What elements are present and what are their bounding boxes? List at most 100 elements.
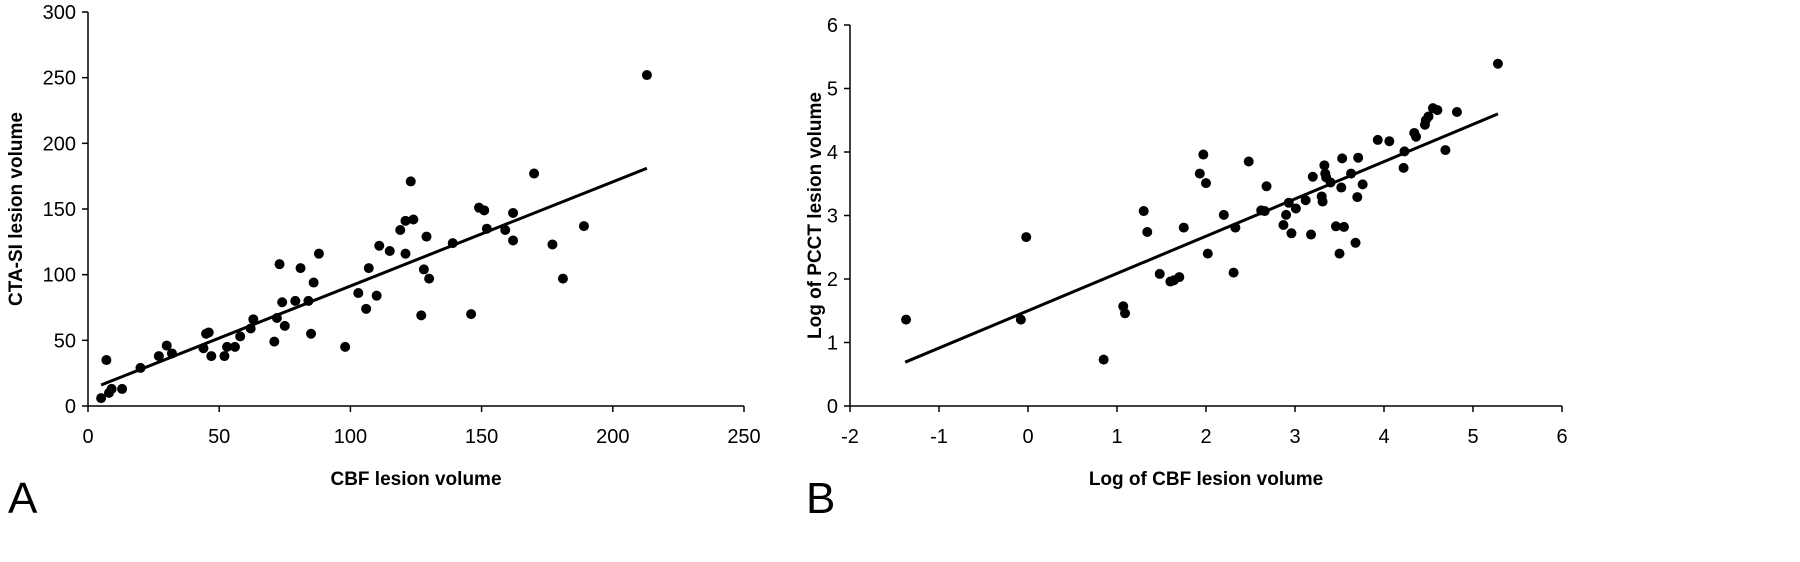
- data-point: [1174, 272, 1185, 283]
- data-point: [1281, 209, 1292, 220]
- data-point: [269, 336, 280, 347]
- data-point: [1286, 228, 1297, 239]
- data-point: [547, 239, 558, 250]
- panel-label: A: [8, 474, 38, 523]
- data-point: [1300, 195, 1311, 206]
- data-point: [479, 205, 490, 216]
- y-axis-title: CTA-SI lesion volume: [6, 112, 27, 306]
- data-point: [529, 168, 540, 179]
- data-point: [1338, 221, 1349, 232]
- x-axis-title: CBF lesion volume: [330, 469, 501, 490]
- data-point: [203, 327, 214, 338]
- data-point: [1346, 168, 1357, 179]
- x-tick-label: 4: [1378, 426, 1389, 448]
- data-point: [424, 273, 435, 284]
- y-tick-label: 5: [827, 79, 838, 101]
- data-point: [400, 215, 411, 226]
- data-point: [363, 263, 374, 274]
- data-point: [135, 362, 146, 373]
- data-point: [235, 331, 246, 342]
- data-point: [274, 259, 285, 270]
- data-point: [161, 340, 172, 351]
- data-point: [1357, 179, 1368, 190]
- data-point: [313, 248, 324, 259]
- data-point: [1015, 314, 1026, 325]
- data-point: [1319, 160, 1330, 171]
- x-axis-title: Log of CBF lesion volume: [1089, 469, 1323, 490]
- data-point: [1336, 182, 1347, 193]
- data-point: [1353, 152, 1364, 163]
- y-tick-label: 1: [827, 333, 838, 355]
- data-point: [295, 263, 306, 274]
- data-point: [303, 295, 314, 306]
- data-point: [106, 383, 117, 394]
- data-point: [340, 341, 351, 352]
- data-point: [1201, 178, 1211, 189]
- data-point: [1178, 222, 1189, 233]
- data-point: [1142, 227, 1153, 238]
- data-point: [508, 235, 519, 246]
- data-point: [1261, 181, 1272, 192]
- data-point: [153, 351, 164, 362]
- y-tick-label: 0: [65, 396, 76, 418]
- data-point: [447, 238, 458, 249]
- data-point: [416, 310, 427, 321]
- data-point: [481, 223, 492, 234]
- data-point: [371, 290, 382, 301]
- data-point: [1198, 149, 1209, 160]
- x-tick-label: 5: [1467, 426, 1478, 448]
- data-point: [1138, 206, 1149, 217]
- panel-a-scatter-plot: 0 50 100 150 200 250 300 0 50 100 150 200 250 CBF les…: [6, 2, 761, 523]
- y-tick-label: 3: [827, 206, 838, 228]
- data-point: [306, 328, 317, 339]
- x-tick-label: -1: [930, 426, 948, 448]
- data-point: [1350, 237, 1361, 248]
- x-tick-label: 250: [727, 426, 760, 448]
- data-point: [1230, 222, 1241, 233]
- x-tick-label: 150: [465, 426, 498, 448]
- y-tick-label: 0: [827, 396, 838, 418]
- data-point: [500, 225, 511, 236]
- data-point: [1202, 248, 1213, 259]
- regression-line: [904, 112, 1499, 364]
- panel-b-scatter-plot: 0 1 2 3 4 5 6 -2 -1 0 1 2 3 4 5 6 Log of CBF lesion volu…: [805, 15, 1568, 523]
- data-point: [508, 207, 519, 218]
- data-point: [418, 264, 429, 275]
- y-tick-label: 150: [43, 199, 76, 221]
- data-point: [1423, 111, 1434, 122]
- x-tick-label: 50: [208, 426, 230, 448]
- data-point: [405, 176, 416, 187]
- data-point: [1243, 156, 1254, 167]
- data-point: [1337, 153, 1348, 164]
- data-point: [361, 303, 372, 314]
- data-point: [901, 314, 912, 325]
- data-point: [290, 295, 301, 306]
- data-point: [421, 231, 432, 242]
- x-tick-label: 1: [1111, 426, 1122, 448]
- data-point: [1228, 267, 1239, 278]
- data-point: [466, 309, 477, 320]
- data-point: [1278, 220, 1289, 231]
- y-tick-label: 4: [827, 142, 838, 164]
- data-point: [1398, 162, 1409, 173]
- x-tick-label: 2: [1200, 426, 1211, 448]
- panel-label: B: [806, 474, 835, 523]
- data-point: [1440, 145, 1451, 156]
- x-tick-label: 6: [1556, 426, 1567, 448]
- data-point: [219, 351, 230, 362]
- data-point: [96, 393, 107, 404]
- data-point: [384, 246, 395, 257]
- data-point: [395, 225, 406, 236]
- data-point: [1307, 171, 1318, 182]
- data-point: [1411, 131, 1422, 142]
- data-point: [248, 314, 259, 325]
- x-tick-label: 0: [82, 426, 93, 448]
- x-tick-label: 200: [596, 426, 629, 448]
- y-tick-label: 300: [43, 2, 76, 24]
- data-point: [1432, 105, 1443, 116]
- data-point: [1021, 232, 1032, 243]
- data-point: [117, 383, 128, 394]
- data-point: [1384, 136, 1395, 147]
- y-tick-label: 200: [43, 133, 76, 155]
- data-point: [271, 313, 282, 324]
